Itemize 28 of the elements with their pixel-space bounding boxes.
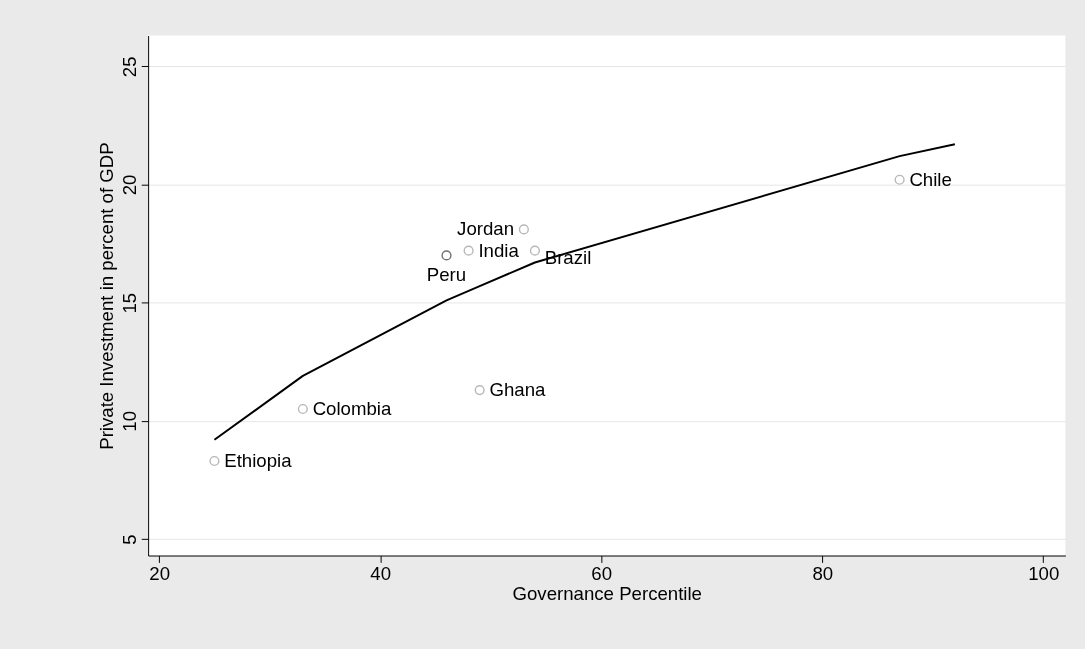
x-axis-title: Governance Percentile — [512, 583, 702, 605]
point — [209, 455, 220, 467]
x-tick-label: 40 — [370, 562, 392, 584]
x-tick-label: 100 — [1028, 562, 1060, 584]
x-tick-label: 80 — [812, 562, 834, 584]
point — [441, 250, 452, 261]
annotation: Peru — [426, 263, 467, 285]
point — [463, 245, 474, 256]
annotation: Jordan — [457, 218, 515, 240]
y-tick-label: 15 — [118, 292, 140, 314]
point — [529, 245, 540, 256]
y-tick-label: 10 — [118, 410, 140, 432]
annotation: Ethiopia — [224, 449, 293, 471]
line-series — [213, 143, 956, 441]
point — [474, 385, 485, 396]
annotation: Ghana — [489, 378, 547, 400]
y-axis-title: Private Investment in percent of GDP — [96, 142, 118, 450]
y-tick-label: 20 — [118, 174, 140, 196]
x-tick-label: 20 — [149, 562, 171, 584]
annotation: Colombia — [312, 397, 392, 419]
y-tick-label: 25 — [118, 56, 140, 78]
annotation: Chile — [909, 168, 952, 190]
y-tick-label: 5 — [118, 534, 140, 545]
annotation: India — [478, 239, 520, 261]
x-tick-label: 60 — [591, 562, 613, 584]
point — [894, 174, 905, 185]
point — [518, 224, 529, 235]
point — [297, 403, 308, 415]
